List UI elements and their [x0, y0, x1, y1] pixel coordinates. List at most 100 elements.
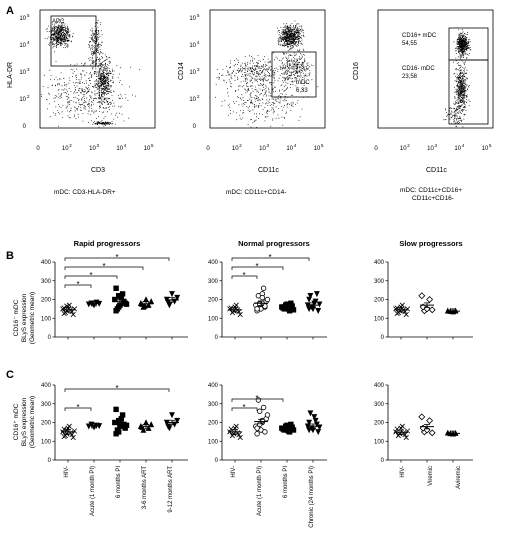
- data-point: [316, 424, 323, 431]
- data-point: [85, 423, 92, 430]
- significance-star: *: [255, 394, 258, 403]
- flow-plot-dots: [215, 20, 319, 128]
- flow-ytick-exponent: 2: [197, 94, 200, 99]
- flow-plot-3: CD16+ mDC 54,55 CD16- mDC 23,58 CD16 CD1…: [353, 9, 494, 202]
- x-label: 6 months PI: [116, 466, 122, 498]
- panel-letter-c: C: [6, 369, 14, 381]
- x-label: 3-6 months ART: [142, 466, 148, 510]
- gate-box: [50, 15, 97, 67]
- flow-plot-frame: [39, 9, 156, 129]
- flow-xtick-exponent: 5: [489, 143, 492, 148]
- ytick-label: 100: [208, 439, 219, 445]
- significance-star: *: [76, 403, 79, 412]
- data-point: [403, 311, 409, 318]
- group-title: Slow progressors: [399, 239, 462, 248]
- data-point: [307, 410, 314, 417]
- flow-plot-2: mDC 6,33 CD14 CD11c mDC: CD11c+CD14- 105…: [178, 9, 326, 196]
- ytick-label: 100: [374, 316, 385, 322]
- significance-star: *: [76, 280, 79, 289]
- data-point: [260, 404, 267, 411]
- flow-xtick-label: 0: [206, 146, 210, 152]
- row-ylabel: BLyS expression: [21, 397, 28, 446]
- flow-xtick-exponent: 3: [435, 143, 438, 148]
- flow-ytick-exponent: 3: [27, 67, 30, 72]
- data-point: [174, 417, 181, 424]
- ytick-label: 300: [374, 279, 385, 285]
- ytick-label: 400: [208, 383, 219, 389]
- panel-letter-b: B: [6, 250, 14, 262]
- flow-xtick-exponent: 3: [267, 143, 270, 148]
- flow-caption: mDC: CD3-HLA-DR+: [54, 189, 116, 196]
- flow-xtick-exponent: 3: [97, 143, 100, 148]
- data-point: [288, 421, 294, 428]
- data-point: [169, 412, 175, 419]
- data-point: [262, 303, 268, 309]
- flow-caption: mDC: CD11c+CD16+: [400, 187, 462, 194]
- dotplot-c-normal: 400 300 200 100 0: [208, 383, 327, 464]
- dotplot-c-rapid: 400 300 200 100 0: [41, 383, 188, 464]
- data-point: [402, 432, 408, 438]
- data-point: [71, 306, 78, 312]
- gate-upper-value: 54,55: [402, 41, 418, 47]
- x-label: HIV-: [400, 466, 406, 478]
- flow-xtick-label: 10: [144, 146, 151, 152]
- row-c: CD16⁺ mDC BLyS expression (Geometric mea…: [13, 383, 473, 464]
- data-point: [254, 431, 260, 437]
- flow-ytick-exponent: 3: [197, 67, 200, 72]
- x-label: Aviremic: [456, 466, 462, 489]
- flow-xtick-label: 10: [482, 146, 489, 152]
- flow-ytick-label: 10: [19, 97, 26, 103]
- flow-xtick-label: 10: [427, 146, 434, 152]
- flow-xtick-label: 10: [232, 146, 239, 152]
- flow-plot-frame: [209, 9, 326, 129]
- data-point: [428, 306, 436, 314]
- data-point: [418, 413, 426, 421]
- data-point: [123, 301, 130, 307]
- flow-xtick-exponent: 2: [407, 143, 410, 148]
- flow-xtick-label: 10: [400, 146, 407, 152]
- axis: [221, 262, 327, 338]
- flow-event-dots: [41, 19, 140, 128]
- data-point: [116, 293, 122, 299]
- data-point: [174, 294, 181, 301]
- dotplot-b-normal: 400 300 200 100 0: [208, 260, 327, 341]
- ytick-label: 100: [41, 316, 52, 322]
- ytick-label: 200: [41, 421, 52, 427]
- data-point: [70, 311, 76, 318]
- significance-star: *: [255, 262, 258, 271]
- row-ylabel: CD16⁻ mDC: [13, 299, 20, 336]
- data-point: [259, 294, 265, 301]
- row-b: CD16⁻ mDC BLyS expression (Geometric mea…: [13, 239, 473, 344]
- data-point: [257, 408, 263, 414]
- significance-star: *: [115, 253, 118, 262]
- data-point: [70, 434, 76, 441]
- data-point: [113, 308, 119, 314]
- significance-star: *: [242, 403, 245, 412]
- ytick-label: 300: [41, 402, 52, 408]
- ytick-label: 300: [374, 402, 385, 408]
- x-label: Chronic (24 months PI): [309, 466, 315, 528]
- ytick-label: 400: [208, 260, 219, 266]
- data-point: [233, 423, 239, 429]
- ytick-label: 400: [374, 260, 385, 266]
- data-point: [285, 428, 291, 434]
- flow-xtick-label: 10: [259, 146, 266, 152]
- data-point: [61, 433, 67, 440]
- data-point: [426, 296, 434, 303]
- data-point: [315, 429, 322, 436]
- x-label: Viremic: [428, 466, 434, 486]
- dotplot-b-rapid: 400 300 200 100 0: [41, 260, 188, 341]
- panel-letter-a: A: [6, 5, 14, 17]
- flow-event-dots: [443, 29, 472, 128]
- flow-xtick-label: 10: [286, 146, 293, 152]
- data-point: [233, 302, 239, 308]
- x-label: HIV-: [64, 466, 70, 478]
- ytick-label: 300: [41, 279, 52, 285]
- flow-xtick-exponent: 2: [239, 143, 242, 148]
- xlabels-slow: HIV- Viremic Aviremic: [400, 466, 462, 489]
- flow-ytick-label: 10: [19, 16, 26, 22]
- ytick-label: 200: [41, 298, 52, 304]
- data-point: [306, 296, 313, 303]
- flow-xtick-label: 10: [62, 146, 69, 152]
